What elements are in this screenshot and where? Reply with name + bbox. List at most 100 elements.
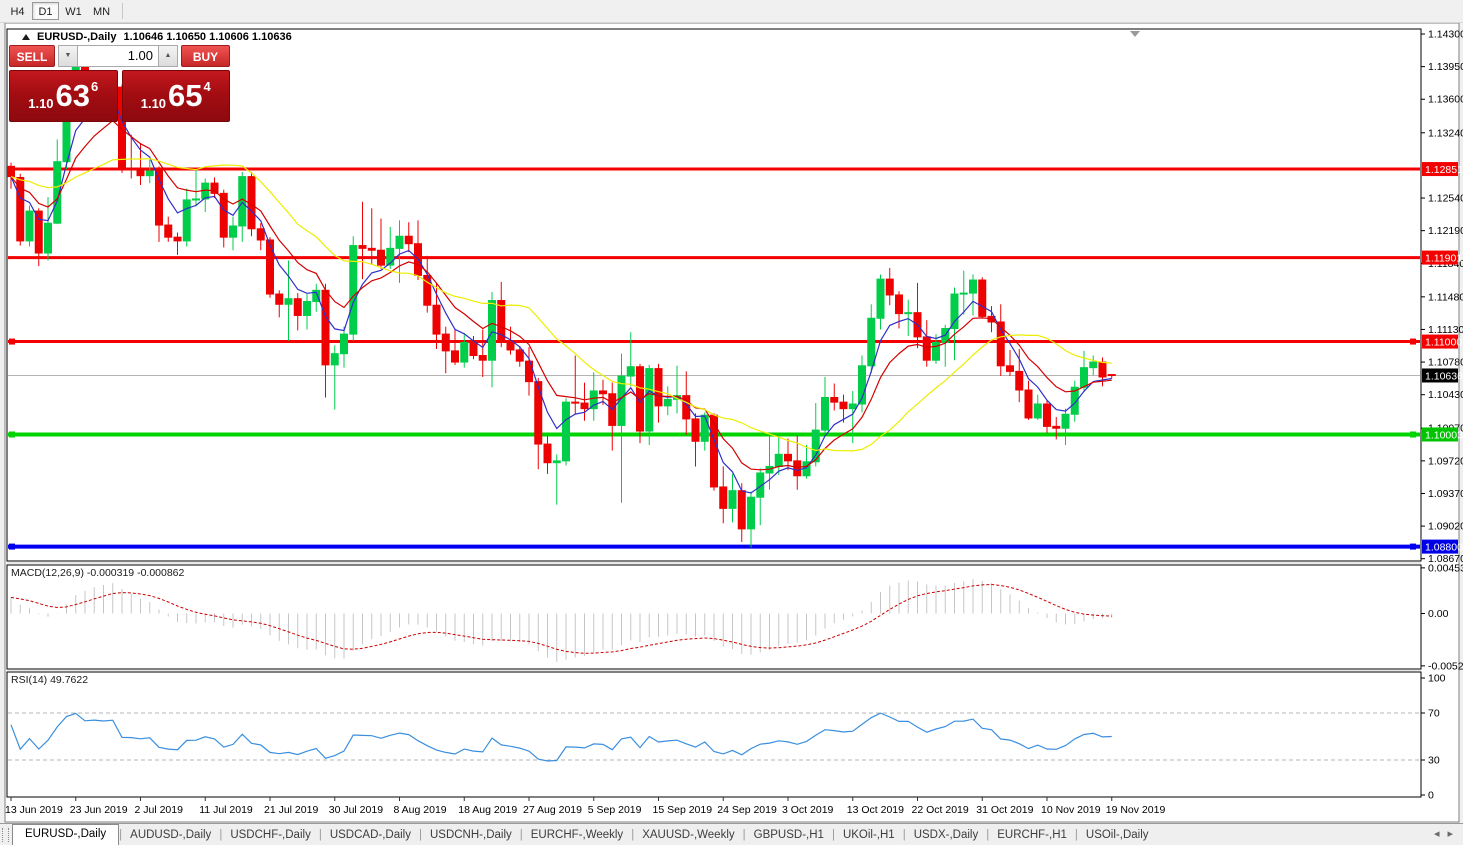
sell-price-big: 63 (55, 78, 91, 113)
svg-text:3 Oct 2019: 3 Oct 2019 (782, 804, 834, 816)
line-handle[interactable] (1410, 338, 1416, 345)
svg-text:-0.005205: -0.005205 (1428, 660, 1463, 672)
svg-text:1.09020: 1.09020 (1428, 521, 1463, 533)
svg-text:1.11000: 1.11000 (1425, 337, 1462, 349)
macd-signal-line (10, 583, 1112, 654)
buy-price-sup: 4 (203, 79, 211, 94)
line-handle[interactable] (9, 431, 15, 438)
timeframe-button-d1[interactable]: D1 (32, 2, 59, 20)
tab-separator: | (418, 829, 422, 841)
svg-text:1.10780: 1.10780 (1428, 357, 1463, 369)
chevron-up-icon: ▲ (164, 52, 172, 59)
trade-panel-toggle-icon[interactable] (22, 34, 30, 40)
svg-text:70: 70 (1428, 708, 1440, 720)
tab-separator: | (742, 829, 746, 841)
tab-separator: | (219, 829, 223, 841)
chart-tab-xauusd-weekly[interactable]: XAUUSD-,Weekly (642, 829, 735, 841)
svg-text:10 Nov 2019: 10 Nov 2019 (1041, 804, 1101, 816)
volume-increase-button[interactable]: ▲ (159, 45, 178, 67)
price-tags: 1.12851 1.11901 1.11000 1.10636 1.10003 1.088… (1422, 162, 1463, 554)
line-handle[interactable] (1410, 431, 1416, 438)
rsi-indicator-label: RSI(14) 49.7622 (11, 674, 89, 686)
chart-tab-usoil-daily[interactable]: USOil-,Daily (1085, 829, 1149, 841)
svg-text:23 Jun 2019: 23 Jun 2019 (70, 804, 128, 816)
svg-text:15 Sep 2019: 15 Sep 2019 (653, 804, 713, 816)
svg-text:18 Aug 2019: 18 Aug 2019 (458, 804, 517, 816)
timeframe-toolbar: H4 D1 W1 MN (0, 0, 1463, 23)
chart-tab-ukoil-h1[interactable]: UKOil-,H1 (842, 829, 895, 841)
svg-text:1.10003: 1.10003 (1425, 429, 1463, 441)
svg-text:1.14300: 1.14300 (1428, 29, 1463, 41)
svg-text:0: 0 (1428, 790, 1434, 802)
svg-text:5 Sep 2019: 5 Sep 2019 (588, 804, 642, 816)
volume-decrease-button[interactable]: ▼ (58, 45, 77, 67)
svg-text:0.00: 0.00 (1428, 608, 1449, 620)
svg-text:27 Aug 2019: 27 Aug 2019 (523, 804, 582, 816)
svg-text:1.08670: 1.08670 (1428, 553, 1463, 565)
chart-title: EURUSD-,Daily 1.10646 1.10650 1.10606 1.… (22, 31, 292, 43)
timeframe-button-h4[interactable]: H4 (10, 6, 25, 18)
sell-button[interactable]: SELL (9, 45, 55, 67)
line-handle[interactable] (9, 543, 15, 550)
tab-separator: | (519, 829, 523, 841)
chart-ohlc-values: 1.10646 1.10650 1.10606 1.10636 (123, 31, 292, 43)
svg-text:31 Oct 2019: 31 Oct 2019 (976, 804, 1033, 816)
chart-tab-usdx-daily[interactable]: USDX-,Daily (913, 829, 979, 841)
line-handle[interactable] (9, 338, 15, 345)
svg-text:1.13240: 1.13240 (1428, 127, 1463, 139)
chart-tab-usdchf-daily[interactable]: USDCHF-,Daily (230, 829, 311, 841)
svg-text:1.11130: 1.11130 (1428, 324, 1463, 336)
svg-text:8 Aug 2019: 8 Aug 2019 (394, 804, 447, 816)
svg-text:30 Jul 2019: 30 Jul 2019 (329, 804, 383, 816)
svg-text:1.09370: 1.09370 (1428, 488, 1463, 500)
svg-text:21 Jul 2019: 21 Jul 2019 (264, 804, 318, 816)
tabs-scroll-left-icon[interactable]: ◂ (1433, 828, 1440, 840)
candlesticks (7, 50, 1116, 548)
chart-shift-marker-icon (1130, 31, 1140, 37)
svg-text:13 Oct 2019: 13 Oct 2019 (847, 804, 904, 816)
ma-mid-line (10, 119, 1112, 471)
svg-text:30: 30 (1428, 755, 1440, 767)
svg-text:24 Sep 2019: 24 Sep 2019 (717, 804, 777, 816)
tab-separator: | (831, 829, 835, 841)
sell-price-sup: 6 (91, 79, 99, 94)
line-handle[interactable] (1410, 543, 1416, 550)
rsi-line (10, 712, 1112, 762)
timeframe-button-w1[interactable]: W1 (65, 6, 82, 18)
ma-slow-line (10, 158, 1112, 452)
chart-tab-usdcnh-daily[interactable]: USDCNH-,Daily (429, 829, 512, 841)
chart-tab-eurchf-h1[interactable]: EURCHF-,H1 (997, 829, 1067, 841)
tab-separator: | (902, 829, 906, 841)
buy-price-prefix: 1.10 (140, 96, 167, 111)
svg-text:19 Nov 2019: 19 Nov 2019 (1106, 804, 1166, 816)
svg-text:1.08800: 1.08800 (1425, 542, 1463, 554)
svg-text:0.004536: 0.004536 (1428, 562, 1463, 574)
sell-price-prefix: 1.10 (28, 96, 54, 111)
tabs-scroll-right-icon[interactable]: ▸ (1447, 828, 1453, 840)
chart-canvas: 1.14300 1.13950 1.13600 1.13240 1.12540 1.121… (4, 23, 1463, 823)
buy-price-big: 65 (168, 78, 203, 113)
sell-price-panel[interactable]: 1.10 63 6 (9, 70, 118, 122)
tabbar-grip (2, 828, 9, 842)
chart-tab-gbpusd-h1[interactable]: GBPUSD-,H1 (753, 829, 824, 841)
toolbar-separator (122, 3, 123, 19)
horizontal-level-lines[interactable] (8, 167, 1420, 550)
tab-separator: | (119, 829, 123, 841)
tab-separator: | (318, 829, 322, 841)
chart-tab-eurchf-weekly[interactable]: EURCHF-,Weekly (530, 829, 624, 841)
chart-symbol-period: EURUSD-,Daily (37, 31, 117, 43)
buy-price-panel[interactable]: 1.10 65 4 (121, 70, 230, 122)
tab-separator: | (631, 829, 635, 841)
svg-text:13 Jun 2019: 13 Jun 2019 (5, 804, 63, 816)
chart-tab-usdcad-daily[interactable]: USDCAD-,Daily (329, 829, 411, 841)
chart-tab-audusd-daily[interactable]: AUDUSD-,Daily (130, 829, 212, 841)
svg-text:1.10636: 1.10636 (1425, 370, 1463, 382)
volume-input[interactable]: 1.00 (77, 45, 159, 67)
timeframe-button-mn[interactable]: MN (92, 6, 111, 18)
chart-tab-eurusd-daily[interactable]: EURUSD-,Daily (12, 824, 120, 845)
tab-separator: | (986, 829, 990, 841)
svg-text:1.11480: 1.11480 (1428, 291, 1463, 303)
buy-button[interactable]: BUY (181, 45, 230, 67)
svg-text:1.11901: 1.11901 (1425, 253, 1462, 265)
svg-text:1.10430: 1.10430 (1428, 389, 1463, 401)
